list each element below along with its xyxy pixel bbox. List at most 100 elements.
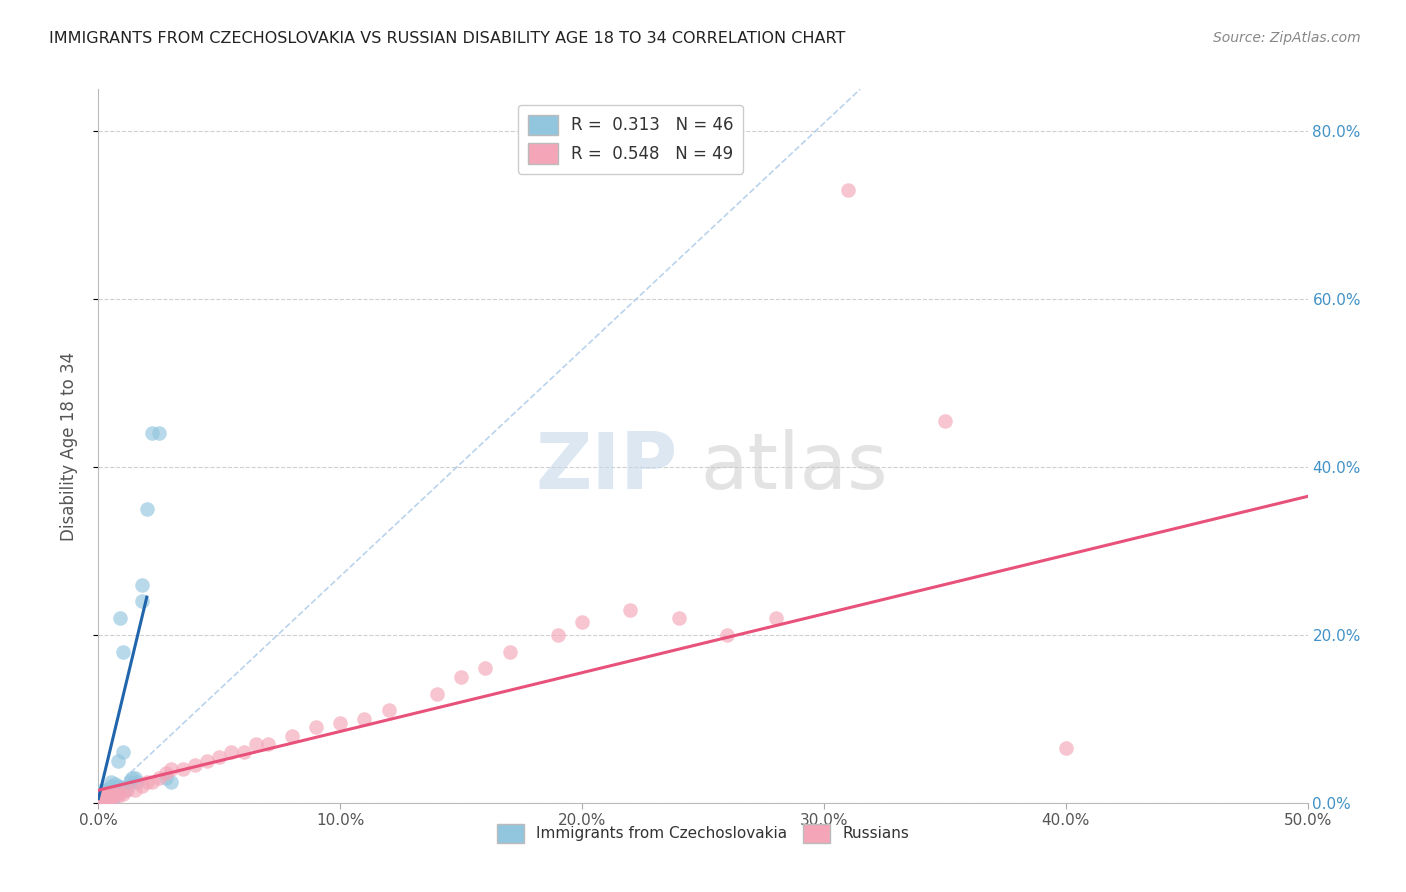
Point xyxy=(221,746,243,760)
Point xyxy=(232,746,254,760)
Point xyxy=(100,791,122,805)
Legend: Immigrants from Czechoslovakia, Russians: Immigrants from Czechoslovakia, Russians xyxy=(491,818,915,848)
Point xyxy=(90,791,112,805)
Point xyxy=(111,788,134,802)
Point xyxy=(195,754,218,768)
Point xyxy=(619,603,641,617)
Point xyxy=(107,789,129,803)
Point xyxy=(547,628,569,642)
Point xyxy=(94,789,117,803)
Point xyxy=(94,788,117,802)
Point xyxy=(160,762,183,776)
Point xyxy=(305,720,328,734)
Point xyxy=(155,766,177,780)
Point xyxy=(148,426,170,441)
Point xyxy=(94,791,117,805)
Text: IMMIGRANTS FROM CZECHOSLOVAKIA VS RUSSIAN DISABILITY AGE 18 TO 34 CORRELATION CH: IMMIGRANTS FROM CZECHOSLOVAKIA VS RUSSIA… xyxy=(49,31,845,46)
Point xyxy=(131,594,153,608)
Point xyxy=(97,783,120,797)
Point xyxy=(97,788,120,802)
Point xyxy=(94,786,117,800)
Point xyxy=(104,788,127,802)
Point xyxy=(118,774,141,789)
Point xyxy=(474,661,496,675)
Y-axis label: Disability Age 18 to 34: Disability Age 18 to 34 xyxy=(59,351,77,541)
Point xyxy=(934,414,956,428)
Point xyxy=(94,783,117,797)
Point xyxy=(127,774,149,789)
Point xyxy=(91,788,114,802)
Point xyxy=(90,788,112,802)
Point xyxy=(160,774,183,789)
Point xyxy=(121,771,143,785)
Point xyxy=(94,791,117,805)
Point xyxy=(107,754,129,768)
Point xyxy=(377,703,399,717)
Point xyxy=(100,786,122,800)
Point xyxy=(114,783,136,797)
Point xyxy=(104,788,127,802)
Point xyxy=(117,779,139,793)
Point xyxy=(108,780,131,795)
Point xyxy=(1054,741,1077,756)
Point xyxy=(104,777,127,791)
Point xyxy=(281,729,304,743)
Point xyxy=(97,791,120,805)
Point xyxy=(124,771,146,785)
Point xyxy=(124,783,146,797)
Point xyxy=(94,789,117,803)
Point xyxy=(245,737,267,751)
Point xyxy=(135,774,157,789)
Point xyxy=(208,749,231,764)
Point xyxy=(90,791,112,805)
Point xyxy=(100,789,122,803)
Point xyxy=(101,786,124,800)
Point xyxy=(100,791,122,805)
Point xyxy=(97,791,120,805)
Point xyxy=(101,789,124,803)
Point xyxy=(90,789,112,803)
Point xyxy=(141,426,163,441)
Point xyxy=(101,780,124,795)
Point xyxy=(107,779,129,793)
Text: ZIP: ZIP xyxy=(536,429,678,506)
Point xyxy=(97,789,120,803)
Point xyxy=(97,788,120,802)
Point xyxy=(837,183,859,197)
Point xyxy=(353,712,375,726)
Point xyxy=(100,774,122,789)
Point xyxy=(571,615,593,630)
Point xyxy=(498,645,520,659)
Point xyxy=(104,783,127,797)
Point xyxy=(184,758,207,772)
Point xyxy=(765,611,787,625)
Point xyxy=(101,791,124,805)
Point xyxy=(668,611,690,625)
Point xyxy=(329,716,352,731)
Point xyxy=(450,670,472,684)
Text: Source: ZipAtlas.com: Source: ZipAtlas.com xyxy=(1213,31,1361,45)
Point xyxy=(101,789,124,803)
Point xyxy=(108,786,131,800)
Point xyxy=(111,645,134,659)
Point xyxy=(91,783,114,797)
Point xyxy=(141,774,163,789)
Point xyxy=(426,687,449,701)
Point xyxy=(91,788,114,802)
Point xyxy=(91,791,114,805)
Point xyxy=(107,783,129,797)
Point xyxy=(135,502,157,516)
Point xyxy=(155,771,177,785)
Point xyxy=(91,791,114,805)
Point xyxy=(256,737,278,751)
Point xyxy=(131,577,153,591)
Point xyxy=(148,771,170,785)
Point xyxy=(172,762,194,776)
Point xyxy=(100,788,122,802)
Point xyxy=(131,779,153,793)
Text: atlas: atlas xyxy=(700,429,887,506)
Point xyxy=(111,746,134,760)
Point xyxy=(100,779,122,793)
Point xyxy=(716,628,738,642)
Point xyxy=(108,611,131,625)
